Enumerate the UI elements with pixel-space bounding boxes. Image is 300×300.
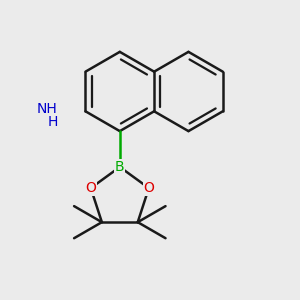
Text: B: B — [115, 160, 124, 174]
Text: H: H — [48, 115, 58, 129]
Text: O: O — [143, 181, 154, 195]
Text: O: O — [85, 181, 96, 195]
Text: NH: NH — [36, 102, 57, 116]
